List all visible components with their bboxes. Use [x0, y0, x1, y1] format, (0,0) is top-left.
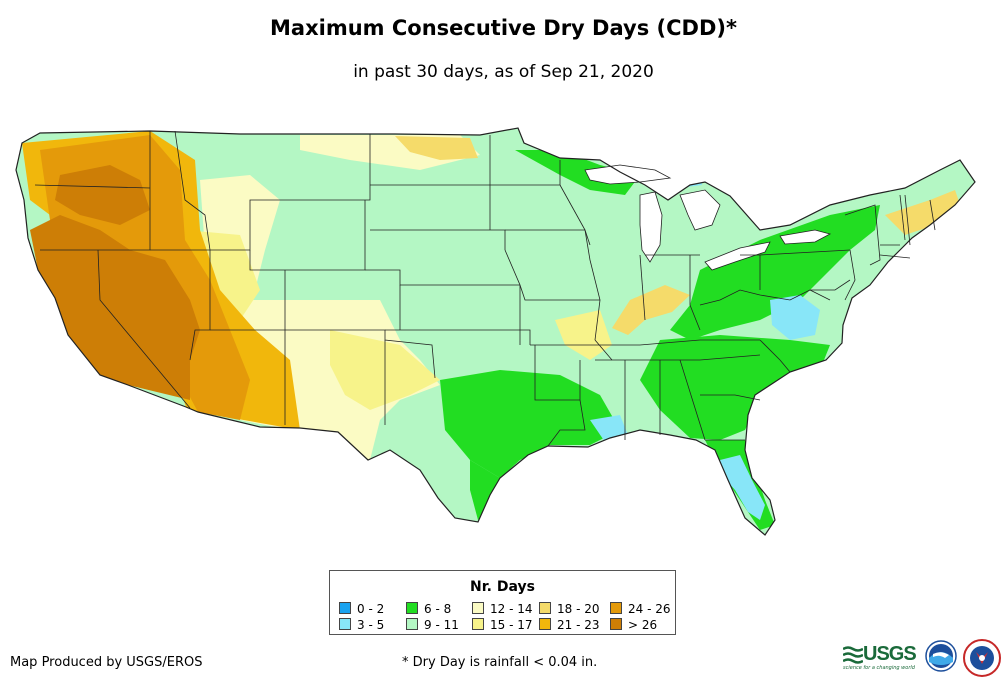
lake-michigan [639, 191, 663, 263]
legend-item: 18 - 20 [539, 602, 600, 616]
legend-swatch [406, 602, 418, 614]
legend-label: 9 - 11 [424, 618, 459, 632]
zone-gt26-west [30, 215, 200, 400]
map-subtitle: in past 30 days, as of Sep 21, 2020 [353, 62, 654, 82]
legend-item: 0 - 2 [339, 602, 384, 616]
zone-3-5-florida [720, 455, 765, 520]
legend-item: 6 - 8 [406, 602, 451, 616]
legend-item: 3 - 5 [339, 618, 384, 632]
legend-item: 12 - 14 [472, 602, 533, 616]
map-legend: Nr. Days 0 - 2 3 - 5 6 - 8 9 - 11 12 - 14 15 … [329, 570, 676, 635]
zone-6-8-southeast [640, 335, 830, 440]
lake-superior [584, 164, 672, 185]
usgs-tagline: science for a changing world [843, 665, 915, 671]
legend-swatch [610, 602, 622, 614]
usgs-logo: USGS science for a changing world [843, 641, 921, 673]
legend-label: 24 - 26 [628, 602, 671, 616]
legend-label: 6 - 8 [424, 602, 452, 616]
state-borders [15, 127, 976, 536]
legend-label: 15 - 17 [490, 618, 533, 632]
zone-18-20-north-plains [395, 136, 478, 160]
legend-item: 9 - 11 [406, 618, 459, 632]
legend-item: 21 - 23 [539, 618, 600, 632]
usgs-wave-icon [843, 646, 863, 664]
legend-swatch [339, 602, 351, 614]
legend-swatch [539, 602, 551, 614]
usgs-logo-text: USGS [863, 643, 917, 665]
zone-3-5-virginia [770, 295, 820, 340]
map-credit: Map Produced by USGS/EROS [10, 655, 203, 670]
legend-label: 3 - 5 [357, 618, 385, 632]
legend-title: Nr. Days [470, 579, 535, 595]
legend-swatch [472, 618, 484, 630]
noaa-logo-icon [925, 640, 957, 672]
zone-15-17-missouri [555, 310, 612, 360]
us-dry-days-map [15, 127, 976, 536]
legend-label: 0 - 2 [357, 602, 385, 616]
lake-huron [679, 189, 721, 231]
lake-erie [704, 241, 771, 271]
zone-18-20-ohio-valley [612, 285, 690, 335]
legend-swatch [339, 618, 351, 630]
zone-6-8-south-texas [470, 460, 500, 520]
dry-day-footnote: * Dry Day is rainfall < 0.04 in. [402, 655, 598, 670]
legend-item: 15 - 17 [472, 618, 533, 632]
legend-swatch [472, 602, 484, 614]
zone-gt26-oregon [55, 165, 150, 225]
legend-label: 21 - 23 [557, 618, 600, 632]
legend-swatch [406, 618, 418, 630]
legend-label: 18 - 20 [557, 602, 600, 616]
legend-swatch [610, 618, 622, 630]
zone-6-8-gulf [440, 370, 620, 478]
legend-item: > 26 [610, 618, 657, 632]
zone-6-8-east [670, 205, 880, 340]
map-title: Maximum Consecutive Dry Days (CDD)* [270, 16, 737, 40]
legend-swatch [539, 618, 551, 630]
nws-logo-icon [963, 639, 1001, 677]
zone-18-20-new-england [885, 190, 962, 235]
lake-ontario [779, 229, 832, 245]
legend-label: 12 - 14 [490, 602, 533, 616]
legend-item: 24 - 26 [610, 602, 671, 616]
zone-3-5-michigan [670, 172, 702, 188]
legend-label: > 26 [628, 618, 658, 632]
